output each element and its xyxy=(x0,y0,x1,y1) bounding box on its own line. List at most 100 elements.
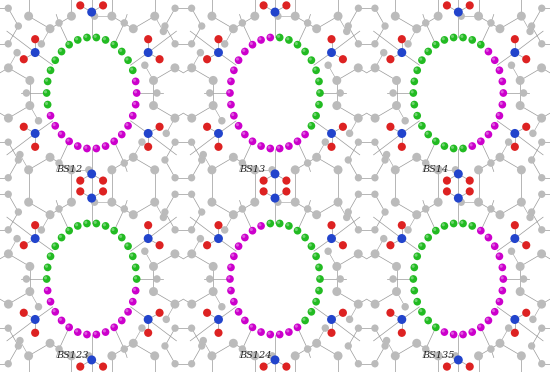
Circle shape xyxy=(197,49,204,57)
Circle shape xyxy=(133,265,136,268)
Circle shape xyxy=(355,4,362,12)
Circle shape xyxy=(465,124,472,131)
Circle shape xyxy=(337,89,344,97)
Circle shape xyxy=(517,12,526,21)
Circle shape xyxy=(418,308,426,316)
Circle shape xyxy=(150,165,159,174)
Circle shape xyxy=(124,56,132,64)
Circle shape xyxy=(511,35,519,43)
Circle shape xyxy=(230,253,238,260)
Circle shape xyxy=(345,156,352,164)
Circle shape xyxy=(168,138,175,146)
Circle shape xyxy=(47,253,54,260)
Circle shape xyxy=(349,287,358,296)
Circle shape xyxy=(170,249,179,259)
Circle shape xyxy=(327,315,336,324)
Circle shape xyxy=(496,67,503,74)
Circle shape xyxy=(355,226,362,234)
Circle shape xyxy=(209,101,218,110)
Circle shape xyxy=(499,275,507,283)
Circle shape xyxy=(294,137,301,145)
Circle shape xyxy=(209,262,218,271)
Circle shape xyxy=(412,160,421,169)
Circle shape xyxy=(380,49,387,57)
Circle shape xyxy=(312,339,321,348)
Circle shape xyxy=(491,242,498,250)
Circle shape xyxy=(23,275,30,283)
Circle shape xyxy=(134,276,137,279)
Circle shape xyxy=(508,247,515,255)
Circle shape xyxy=(166,101,175,110)
Circle shape xyxy=(242,318,245,321)
Circle shape xyxy=(316,89,324,97)
Circle shape xyxy=(496,24,504,33)
Circle shape xyxy=(517,351,526,360)
Circle shape xyxy=(4,190,12,198)
Circle shape xyxy=(304,19,311,27)
Circle shape xyxy=(46,210,54,219)
Circle shape xyxy=(282,205,289,213)
Circle shape xyxy=(387,309,394,317)
Circle shape xyxy=(381,22,389,30)
Circle shape xyxy=(332,76,341,85)
Circle shape xyxy=(160,206,167,214)
Circle shape xyxy=(432,323,439,331)
Circle shape xyxy=(475,141,482,149)
Circle shape xyxy=(522,55,530,63)
Circle shape xyxy=(133,275,140,283)
Circle shape xyxy=(292,141,299,149)
Circle shape xyxy=(87,7,96,17)
Circle shape xyxy=(351,226,358,234)
Circle shape xyxy=(192,324,199,332)
Circle shape xyxy=(316,102,320,105)
Circle shape xyxy=(4,324,12,332)
Circle shape xyxy=(393,263,401,270)
Circle shape xyxy=(322,138,329,146)
Circle shape xyxy=(83,145,91,153)
Circle shape xyxy=(84,332,87,335)
Circle shape xyxy=(59,132,62,135)
Circle shape xyxy=(312,210,321,219)
Circle shape xyxy=(410,263,418,271)
Circle shape xyxy=(214,35,223,43)
Circle shape xyxy=(48,113,51,116)
Circle shape xyxy=(276,145,284,153)
Circle shape xyxy=(505,145,513,153)
Circle shape xyxy=(133,102,136,105)
Circle shape xyxy=(120,205,128,213)
Circle shape xyxy=(99,1,107,10)
Circle shape xyxy=(392,287,401,296)
Circle shape xyxy=(355,174,362,182)
Circle shape xyxy=(132,101,140,109)
Circle shape xyxy=(387,55,394,63)
Circle shape xyxy=(466,176,474,185)
Circle shape xyxy=(316,288,320,291)
Circle shape xyxy=(458,198,465,206)
Circle shape xyxy=(203,123,211,131)
Circle shape xyxy=(282,241,289,248)
Circle shape xyxy=(314,68,316,71)
Circle shape xyxy=(87,193,96,203)
Circle shape xyxy=(251,223,258,231)
Circle shape xyxy=(334,12,343,21)
Circle shape xyxy=(341,22,348,30)
Circle shape xyxy=(452,352,459,360)
Circle shape xyxy=(120,159,128,167)
Circle shape xyxy=(282,176,290,185)
Circle shape xyxy=(301,234,309,241)
Circle shape xyxy=(239,205,246,213)
Circle shape xyxy=(510,234,519,243)
Circle shape xyxy=(229,160,238,169)
Circle shape xyxy=(268,35,271,38)
Circle shape xyxy=(144,143,152,151)
Circle shape xyxy=(346,315,353,323)
Circle shape xyxy=(130,113,133,116)
Circle shape xyxy=(20,55,28,63)
Circle shape xyxy=(230,298,238,305)
Circle shape xyxy=(150,173,159,182)
Circle shape xyxy=(260,187,268,196)
Circle shape xyxy=(505,324,513,332)
Circle shape xyxy=(469,222,476,230)
Circle shape xyxy=(404,226,412,234)
Circle shape xyxy=(334,190,343,199)
